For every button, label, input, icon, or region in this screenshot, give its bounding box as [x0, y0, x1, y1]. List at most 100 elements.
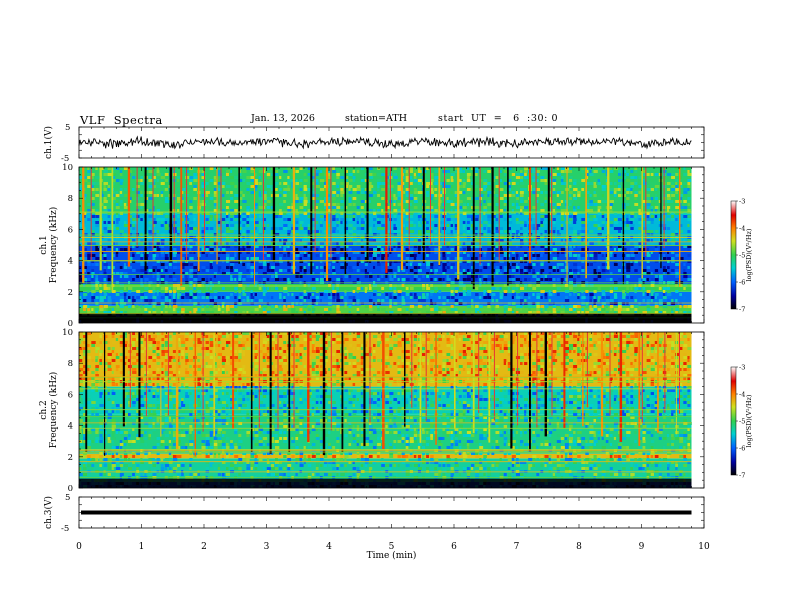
spec1-cell: [356, 242, 361, 245]
spec1-cell: [270, 296, 274, 299]
spec1-cell: [483, 233, 486, 236]
spec2-cell: [548, 335, 553, 338]
spec1-cell: [307, 203, 311, 206]
spec1-cell: [91, 260, 95, 263]
spec1-cell: [132, 242, 136, 245]
spec1-cell: [340, 182, 344, 185]
spec1-burst: [180, 167, 183, 286]
spec1-cell: [315, 245, 320, 248]
spec1-cell: [605, 311, 609, 314]
spec1-cell: [217, 269, 221, 272]
spec1-cell: [609, 290, 613, 293]
spec1-cell: [299, 269, 303, 272]
spec1-cell: [160, 278, 165, 281]
spec1-cell: [540, 284, 543, 287]
spec1-cell: [536, 308, 540, 311]
spec1-cell: [540, 296, 543, 299]
spec1-cell: [205, 293, 210, 296]
spec1-cell: [585, 311, 590, 314]
spec1-cell: [348, 311, 351, 314]
spec1-cell: [160, 239, 165, 242]
spec2-cell: [332, 341, 335, 344]
spec2-cell: [168, 338, 173, 341]
spec1-cell: [303, 284, 307, 287]
spec1-cell: [511, 203, 515, 206]
spec1-cell: [205, 218, 209, 221]
spec1-cell: [450, 275, 454, 278]
spec1-cell: [675, 242, 679, 245]
spec1-cell: [683, 284, 688, 287]
spec1-cell: [123, 266, 128, 269]
spec1-cell: [103, 197, 107, 200]
spec1-cell: [258, 260, 263, 263]
spec1-cell: [405, 254, 410, 257]
spec1-cell: [426, 179, 429, 182]
spec1-cell: [626, 296, 629, 299]
spec1-cell: [393, 287, 397, 290]
spec1-cell: [152, 218, 156, 221]
spec1-cell: [262, 293, 266, 296]
spec1-cell: [103, 263, 108, 266]
spec1-cell: [217, 251, 222, 254]
spec1-cell: [556, 311, 560, 314]
spec1-cell: [83, 278, 88, 281]
spec1-burst: [82, 167, 85, 284]
spec2-cell: [462, 338, 467, 341]
spec1-cell: [524, 224, 527, 227]
spec1-cell: [193, 299, 196, 302]
spec1-cell: [287, 254, 290, 257]
spec1-cell: [630, 218, 635, 221]
spec1-cell: [434, 200, 438, 203]
spec2-cell: [83, 338, 86, 341]
spec1-colorbar-tick-label: -3: [739, 198, 745, 206]
spec1-cell: [295, 248, 299, 251]
spec2-cell: [168, 335, 172, 338]
spec1-cell: [364, 263, 368, 266]
spec1-cell: [409, 176, 413, 179]
spec1-cell: [356, 251, 360, 254]
spec1-cell: [111, 191, 116, 194]
spec1-cell: [226, 311, 229, 314]
spec1-cell: [324, 173, 327, 176]
spec1-cell: [552, 191, 556, 194]
spec1-cell: [442, 203, 446, 206]
spec1-cell: [164, 266, 168, 269]
spec1-cell: [201, 251, 205, 254]
spec1-cell: [140, 251, 143, 254]
spec1-cell: [328, 284, 331, 287]
spec1-cell: [87, 308, 91, 311]
spec1-cell: [91, 272, 95, 275]
spec1-cell: [83, 308, 86, 311]
spec1-cell: [152, 305, 156, 308]
spec1-cell: [234, 194, 239, 197]
spec1-cell: [156, 230, 159, 233]
spec1-cell: [226, 305, 230, 308]
spec1-cell: [193, 227, 198, 230]
spec1-cell: [650, 251, 653, 254]
spec1-cell: [193, 176, 198, 179]
spec1-cell: [667, 293, 672, 296]
spec1-cell: [234, 260, 239, 263]
spec2-cell: [475, 332, 478, 335]
spec1-cell: [667, 209, 670, 212]
spec1-cell: [552, 230, 556, 233]
spec1-cell: [450, 239, 454, 242]
spec1-cell: [111, 221, 115, 224]
spec1-cell: [679, 308, 682, 311]
spec1-cell: [560, 182, 565, 185]
spec1-cell: [450, 266, 453, 269]
spec1-cell: [524, 266, 529, 269]
spec1-cell: [95, 299, 98, 302]
spec1-cell: [95, 233, 99, 236]
spec1-cell: [397, 266, 400, 269]
spec1-cell: [295, 212, 299, 215]
spec1-cell: [552, 293, 555, 296]
spec1-cell: [618, 227, 623, 230]
spec1-cell: [356, 218, 359, 221]
spec1-cell: [315, 254, 320, 257]
spec1-cell: [262, 263, 267, 266]
spec1-cell: [589, 182, 594, 185]
spec1-cell: [540, 245, 545, 248]
spec1-cell: [319, 179, 325, 182]
spec1-cell: [373, 218, 377, 221]
